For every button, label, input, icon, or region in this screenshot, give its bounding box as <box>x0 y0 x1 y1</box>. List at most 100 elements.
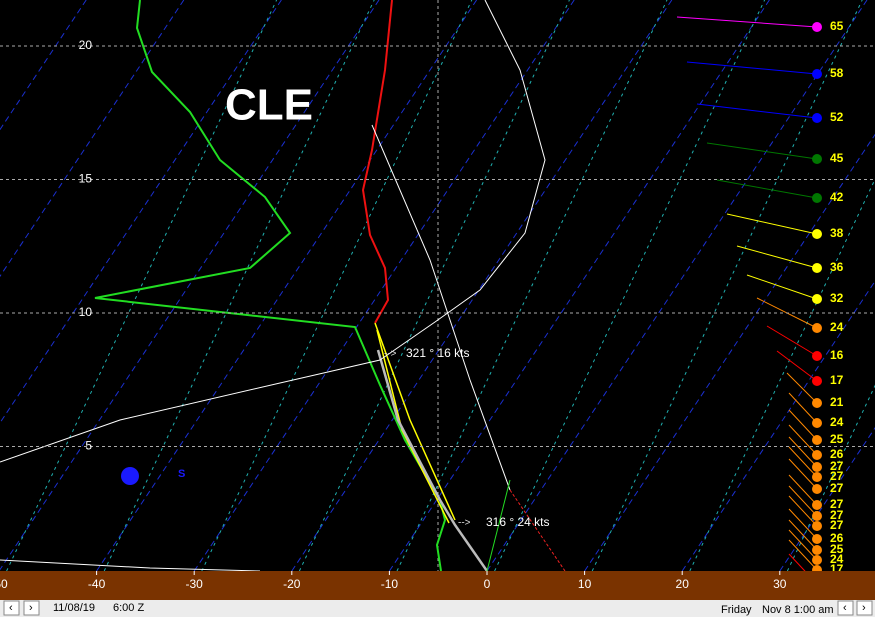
wind-speed: 24 <box>830 552 844 566</box>
next-button[interactable] <box>23 600 40 616</box>
wind-barb <box>716 179 818 199</box>
day: Friday <box>721 604 752 616</box>
next-button-right[interactable] <box>856 600 873 616</box>
wind-dot <box>812 193 822 203</box>
wind-speed: 25 <box>830 542 844 556</box>
isotherm <box>584 133 875 571</box>
wind-barb <box>788 495 818 527</box>
wind-barb <box>706 142 818 160</box>
guides <box>0 0 875 571</box>
wind-dot <box>812 521 822 531</box>
wind-barb <box>788 485 818 517</box>
wind-speed: 32 <box>830 291 844 305</box>
next-icon: › <box>29 602 33 614</box>
isotherm <box>0 0 380 571</box>
wind-speed: 27 <box>830 481 844 495</box>
height-label: 10 <box>79 305 93 319</box>
wind-barb <box>788 446 818 478</box>
mixing-line <box>396 0 668 571</box>
wind-speed: 26 <box>830 447 844 461</box>
wind-speed: 27 <box>830 469 844 483</box>
mixing-line <box>201 0 473 571</box>
temperature-label: -30 <box>186 577 204 591</box>
height-label: 15 <box>79 172 93 186</box>
virtual-profile <box>376 349 489 571</box>
hodograph-c <box>0 559 261 571</box>
wind-speed: 21 <box>830 395 844 409</box>
mixing-line <box>6 0 278 571</box>
wind-speed: 27 <box>830 518 844 532</box>
isotherm <box>0 0 185 278</box>
green-surface <box>486 479 511 571</box>
isotherm <box>486 0 868 571</box>
wind-speed: 52 <box>830 110 844 124</box>
wind-speed: 16 <box>830 348 844 362</box>
wind-dot <box>812 462 822 472</box>
temperature-axis <box>0 571 875 600</box>
isotherm <box>96 0 478 571</box>
wind-barb <box>788 539 818 571</box>
isotherm <box>779 427 875 571</box>
wind-barb <box>788 392 818 424</box>
wind-barb <box>776 350 818 382</box>
red-dashed <box>509 489 566 571</box>
wind-speed: 27 <box>830 508 844 522</box>
prev-button[interactable] <box>3 600 20 616</box>
wind-speed: 27 <box>830 497 844 511</box>
mixing-line <box>103 0 375 571</box>
height-label: 5 <box>85 439 92 453</box>
storm-motion-dot <box>121 467 139 485</box>
wind-dot <box>812 450 822 460</box>
wind-barb <box>788 436 818 468</box>
wind-speed: 36 <box>830 260 844 274</box>
temperature-profile <box>361 0 393 324</box>
hodograph-b <box>371 124 511 491</box>
wind-barb <box>726 213 818 235</box>
wind-dot <box>812 263 822 273</box>
wind-dot <box>812 154 822 164</box>
wind-barb <box>746 274 818 300</box>
temperature-label: 30 <box>773 577 787 591</box>
wind-speed: 38 <box>830 226 844 240</box>
wind-dot <box>812 500 822 510</box>
isotherm <box>0 0 87 131</box>
wind-dot <box>812 351 822 361</box>
isotherm <box>291 0 673 571</box>
station-label: CLE <box>225 81 313 130</box>
mixing-line <box>689 178 875 571</box>
mixing-line <box>298 0 570 571</box>
temperature-label: -40 <box>88 577 106 591</box>
wind-dot <box>812 69 822 79</box>
wind-dot <box>812 22 822 32</box>
prev-button-right[interactable] <box>837 600 854 616</box>
wind-dot <box>812 376 822 386</box>
wind-barb <box>736 245 818 269</box>
isotherm <box>193 0 575 571</box>
wind-dot <box>812 472 822 482</box>
local-time: Nov 8 1:00 am <box>762 604 834 616</box>
wind-dot <box>812 534 822 544</box>
wind-dot <box>812 323 822 333</box>
wind-barb <box>788 529 818 561</box>
hodograph-a <box>0 0 546 463</box>
wind-barb <box>686 61 818 75</box>
wind-dot <box>812 418 822 428</box>
prev-icon: ‹ <box>9 602 13 614</box>
wind-annotation: 321 ° 16 kts <box>406 346 470 360</box>
wind-dot <box>812 294 822 304</box>
wind-speed: 42 <box>830 190 844 204</box>
height-label: 20 <box>79 38 93 52</box>
temperature-label: 20 <box>676 577 690 591</box>
wind-dot <box>812 113 822 123</box>
wind-dot <box>812 555 822 565</box>
prev-icon: ‹ <box>843 602 847 614</box>
wind-dot <box>812 398 822 408</box>
mixing-line <box>591 0 863 571</box>
wind-speed: 26 <box>830 531 844 545</box>
wind-barb <box>788 474 818 506</box>
mixing-line <box>786 384 875 571</box>
arrow: --> <box>458 518 471 529</box>
wind-annotation: 316 ° 24 kts <box>486 515 550 529</box>
